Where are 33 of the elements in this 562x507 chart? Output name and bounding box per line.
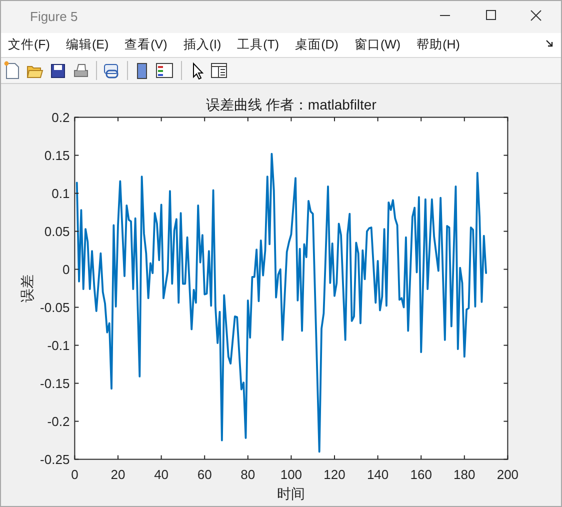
x-tick-label: 60 [197,467,212,482]
line-series [76,152,487,453]
y-tick-label: -0.2 [47,414,70,429]
text: 帮助(H) [416,38,460,52]
x-tick-label: 80 [240,467,256,482]
y-tick-label: -0.15 [40,376,70,391]
x-tick-label: 40 [154,467,169,482]
x-tick-label: 100 [280,467,302,482]
y-tick-label: 0.2 [52,110,70,125]
x-tick-label: 20 [110,467,126,482]
text: 编辑(E) [66,38,109,52]
x-tick-label: 200 [496,467,519,482]
text: 插入(I) [183,38,222,52]
x-axis-title: 时间 [277,486,306,502]
x-tick-label: 160 [410,467,432,482]
text: 窗口(W) [354,36,401,52]
caption: Figure 5 [30,9,78,24]
text: 桌面(D) [295,38,338,52]
x-tick-label: 180 [454,467,476,482]
text: 查看(V) [124,38,168,52]
y-tick-label: -0.05 [40,300,70,315]
y-tick-label: -0.25 [40,452,70,467]
x-tick-label: 120 [324,467,346,482]
chart-title: 误差曲线 作者：matlabfilter [206,96,377,112]
y-tick-label: 0.15 [44,148,70,163]
text: 文件(F) [8,38,50,52]
y-tick-label: 0 [62,262,70,277]
y-tick-label: 0.05 [44,224,70,239]
text: 工具(T) [237,38,280,52]
x-tick-label: 140 [366,467,389,482]
y-tick-label: 0.1 [52,186,70,201]
y-axis-title: 误差 [19,274,35,302]
y-tick-label: -0.1 [47,338,70,353]
